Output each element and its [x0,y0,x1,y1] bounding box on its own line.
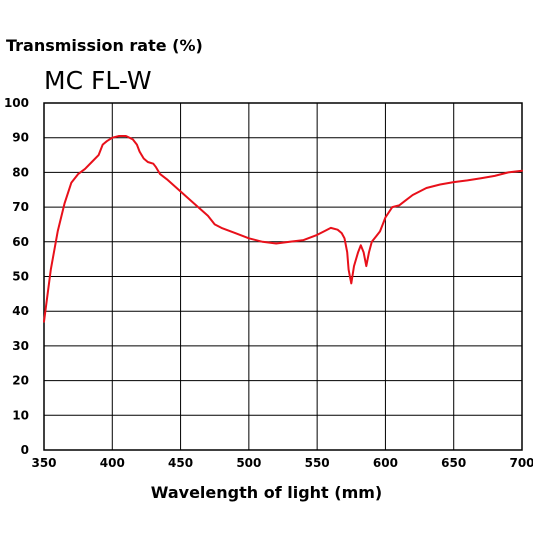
x-tick-label: 450 [168,456,193,470]
x-tick-label: 500 [236,456,261,470]
x-tick-label: 650 [441,456,466,470]
y-axis-label: Transmission rate (%) [6,36,203,55]
x-tick-label: 400 [100,456,125,470]
y-tick-label: 80 [12,165,29,179]
x-tick-label: 550 [305,456,330,470]
series-line-0 [43,135,523,323]
y-tick-label: 40 [12,304,29,318]
x-tick-label: 350 [31,456,56,470]
y-tick-label: 50 [12,270,29,284]
chart-title: MC FL-W [44,66,152,95]
y-tick-label: 100 [4,96,29,110]
plot-area [43,135,523,323]
y-tick-label: 90 [12,131,29,145]
y-tick-label: 20 [12,374,29,388]
y-tick-label: 30 [12,339,29,353]
x-tick-label: 700 [509,456,533,470]
y-tick-label: 0 [21,443,29,457]
plot-frame [43,102,523,451]
grid-lines [43,102,523,451]
x-axis-label: Wavelength of light (mm) [150,483,383,502]
y-tick-label: 60 [12,235,29,249]
y-tick-label: 70 [12,200,29,214]
y-tick-label: 10 [12,408,29,422]
tick-labels: 350 400 450 500 550 600 650 700 0 10 20 30 40 50 60 70 8… [4,96,533,470]
x-tick-label: 600 [373,456,398,470]
